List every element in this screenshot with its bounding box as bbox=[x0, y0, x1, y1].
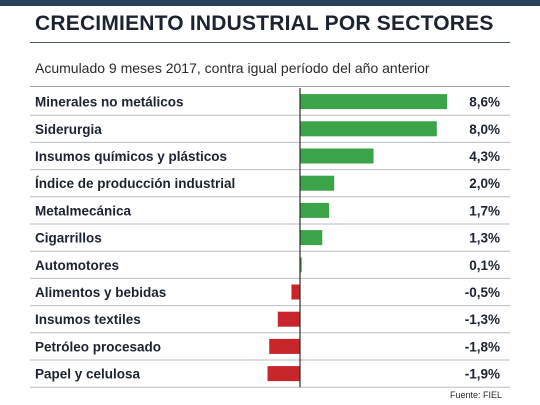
value-label: -0,5% bbox=[465, 285, 500, 300]
value-label: 4,3% bbox=[469, 149, 500, 164]
bar bbox=[300, 230, 323, 246]
bar bbox=[267, 366, 300, 382]
category-label: Siderurgia bbox=[35, 122, 102, 137]
category-label: Petróleo procesado bbox=[35, 339, 161, 354]
bar bbox=[300, 148, 374, 164]
value-label: 0,1% bbox=[469, 258, 500, 273]
subtitle-divider bbox=[30, 86, 510, 87]
bar bbox=[300, 94, 448, 110]
category-label: Alimentos y bebidas bbox=[35, 285, 166, 300]
category-label: Automotores bbox=[35, 258, 119, 273]
bar bbox=[291, 284, 300, 300]
bar bbox=[300, 202, 330, 218]
bar bbox=[300, 121, 437, 137]
category-label: Metalmecánica bbox=[35, 203, 132, 218]
value-label: 8,6% bbox=[469, 95, 500, 110]
category-label: Cigarrillos bbox=[35, 231, 102, 246]
category-label: Papel y celulosa bbox=[35, 367, 141, 382]
category-label: Índice de producción industrial bbox=[35, 176, 235, 191]
bar bbox=[269, 338, 300, 354]
category-label: Insumos textiles bbox=[35, 312, 141, 327]
value-label: 2,0% bbox=[469, 176, 500, 191]
value-label: 1,3% bbox=[469, 231, 500, 246]
source-note: Fuente: FIEL bbox=[449, 390, 502, 400]
bar bbox=[300, 175, 335, 191]
bar bbox=[300, 257, 302, 273]
title-divider bbox=[30, 42, 510, 43]
category-label: Insumos químicos y plásticos bbox=[35, 149, 227, 164]
value-label: -1,9% bbox=[465, 367, 500, 382]
category-label: Minerales no metálicos bbox=[35, 95, 184, 110]
value-label: 1,7% bbox=[469, 203, 500, 218]
top-accent-bar bbox=[0, 0, 540, 6]
value-label: -1,8% bbox=[465, 339, 500, 354]
value-label: 8,0% bbox=[469, 122, 500, 137]
chart-subtitle: Acumulado 9 meses 2017, contra igual per… bbox=[35, 60, 430, 76]
value-label: -1,3% bbox=[465, 312, 500, 327]
bar bbox=[277, 311, 300, 327]
chart-title: CRECIMIENTO INDUSTRIAL POR SECTORES bbox=[35, 12, 494, 35]
